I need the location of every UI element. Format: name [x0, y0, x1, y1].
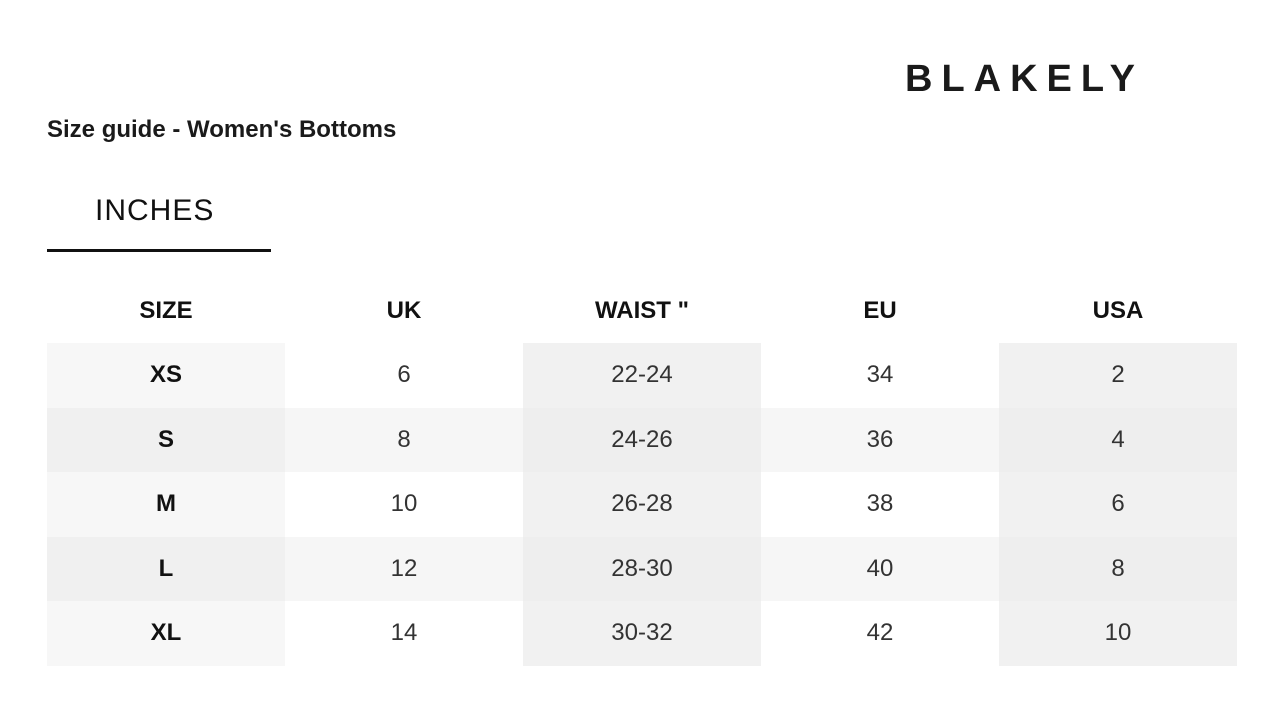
- table-cell: 22-24: [523, 343, 761, 408]
- table-row: M 10 26-28 38 6: [47, 472, 1237, 537]
- table-cell: XS: [47, 343, 285, 408]
- page-title: Size guide - Women's Bottoms: [47, 116, 397, 143]
- table-cell: 38: [761, 472, 999, 537]
- size-table: SIZE UK WAIST " EU USA XS 6 22-24 34 2 S 8 24-2…: [47, 278, 1237, 666]
- table-header-row: SIZE UK WAIST " EU USA: [47, 278, 1237, 343]
- table-cell: 10: [285, 472, 523, 537]
- table-cell: L: [47, 536, 285, 601]
- table-cell: 10: [999, 601, 1237, 666]
- table-cell: S: [47, 407, 285, 472]
- table-cell: 34: [761, 343, 999, 408]
- tab-label: INCHES: [95, 194, 215, 227]
- table-cell: 8: [999, 536, 1237, 601]
- table-cell: 12: [285, 536, 523, 601]
- table-cell: 42: [761, 601, 999, 666]
- brand-logo: BLAKELY: [905, 58, 1144, 100]
- column-header: UK: [386, 296, 422, 324]
- column-header: SIZE: [139, 296, 193, 324]
- table-cell: 28-30: [523, 536, 761, 601]
- table-cell: 26-28: [523, 472, 761, 537]
- table-cell: 24-26: [523, 407, 761, 472]
- table-cell: 14: [285, 601, 523, 666]
- table-cell: 40: [761, 536, 999, 601]
- table-cell: 30-32: [523, 601, 761, 666]
- tab-inches[interactable]: INCHES: [47, 190, 271, 252]
- table-cell: XL: [47, 601, 285, 666]
- table-row: XL 14 30-32 42 10: [47, 601, 1237, 666]
- table-cell: 36: [761, 407, 999, 472]
- table-cell: 4: [999, 407, 1237, 472]
- table-cell: 6: [999, 472, 1237, 537]
- table-cell: M: [47, 472, 285, 537]
- table-row: L 12 28-30 40 8: [47, 536, 1237, 601]
- table-row: XS 6 22-24 34 2: [47, 343, 1237, 408]
- table-cell: 2: [999, 343, 1237, 408]
- table-cell: 6: [285, 343, 523, 408]
- table-cell: 8: [285, 407, 523, 472]
- column-header: USA: [1092, 296, 1144, 324]
- column-header: WAIST ": [594, 296, 690, 324]
- table-row: S 8 24-26 36 4: [47, 407, 1237, 472]
- column-header: EU: [863, 296, 897, 324]
